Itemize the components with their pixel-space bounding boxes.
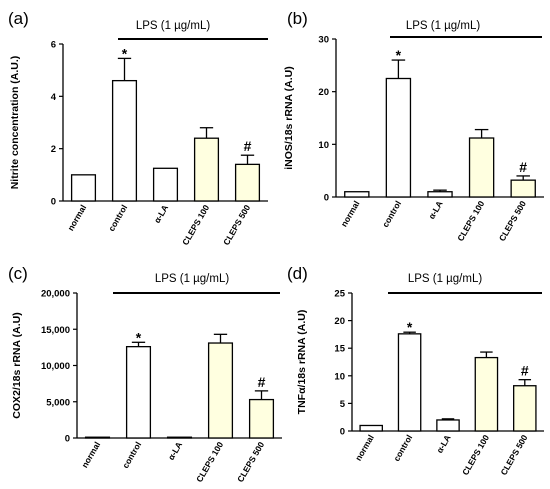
significance-marker: # [521,363,529,379]
panel-label: (a) [8,9,29,28]
x-tick-label: α-LA [426,199,444,221]
y-tick-label: 6 [51,40,56,51]
bar [474,356,499,432]
x-tick-label: normal [65,203,88,233]
panel-c: (c) LPS (1 µg/mL) COX2/18s rRNA (A.U) 0 5,00… [8,264,282,484]
y-tick-label: 10,000 [41,361,70,372]
bar [468,137,495,198]
bar [125,345,152,439]
y-tick-label: 15,000 [41,325,70,336]
bar [207,342,234,439]
y-axis-label: COX2/18s rRNA (A.U) [11,312,23,418]
y-tick-label: 20 [318,87,329,98]
significance-marker: * [407,319,413,335]
y-tick-label: 5 [340,399,346,410]
bar [111,79,138,202]
y-tick-label: 5,000 [46,397,70,408]
y-axis-label: Nitrite concentration (A.U.) [9,56,21,190]
x-tick-label: normal [353,433,376,463]
bar [436,419,460,432]
x-tick-label: control [106,203,129,233]
y-tick-label: 30 [318,35,329,46]
lps-annotation: LPS (1 µg/mL) [408,273,483,285]
x-tick-label: normal [79,440,102,470]
x-tick-label: CLEPS 100 [194,440,225,484]
bar [166,436,193,439]
y-axis-label: TNFα/18s rRNA (A.U) [296,310,308,415]
significance-marker: * [396,47,402,63]
y-tick-label: 15 [334,344,345,355]
y-tick-label: 10 [318,140,329,151]
panel-b: (b) LPS (1 µg/mL) iNOS/18s rRNA (A.U) 0 10 20… [283,9,544,243]
lps-annotation: LPS (1 µg/mL) [155,273,230,285]
bar [510,179,536,198]
panel-label: (b) [287,9,308,28]
y-tick-label: 4 [51,92,57,103]
significance-marker: * [122,45,128,61]
y-tick-label: 20 [334,316,345,327]
x-tick-label: α-LA [166,440,184,462]
bar [70,174,97,202]
y-tick-label: 10 [334,371,345,382]
bar [152,167,179,202]
x-tick-label: CLEPS 100 [180,203,211,247]
significance-marker: # [244,138,252,154]
y-tick-label: 0 [65,434,70,445]
lps-annotation: LPS (1 µg/mL) [406,20,481,32]
significance-marker: * [136,329,142,345]
x-tick-label: control [380,199,403,229]
bar [427,191,453,198]
x-tick-label: control [391,433,414,463]
y-tick-label: 0 [51,197,56,208]
y-tick-label: 25 [334,289,345,300]
x-tick-label: α-LA [434,433,452,455]
x-tick-label: CLEPS 500 [235,440,266,484]
y-axis-label: iNOS/18s rRNA (A.U) [283,66,295,169]
y-tick-label: 0 [324,193,329,204]
bar [84,436,111,439]
significance-marker: # [519,159,527,175]
panel-label: (d) [287,264,308,283]
bar [385,77,412,198]
x-tick-label: α-LA [152,203,170,225]
x-tick-label: CLEPS 100 [455,199,486,243]
y-tick-label: 2 [51,144,56,155]
bar [234,163,261,202]
x-tick-label: normal [339,199,362,229]
panel-a: (a) LPS (1 µg/mL) Nitrite concentration (A… [8,9,268,247]
significance-marker: # [258,374,266,390]
bar [248,398,275,439]
panel-d: (d) LPS (1 µg/mL) TNFα/18s rRNA (A.U) 0 5 10 1… [287,264,544,477]
x-tick-label: CLEPS 500 [498,433,529,477]
bar [193,137,220,202]
y-tick-label: 20,000 [41,289,70,300]
x-tick-label: CLEPS 500 [221,203,252,247]
lps-annotation: LPS (1 µg/mL) [136,20,211,32]
bar [513,385,537,432]
y-tick-label: 0 [340,427,345,438]
panel-label: (c) [8,264,28,283]
bar [397,333,422,432]
bar [359,424,383,432]
bar [344,191,370,198]
x-tick-label: control [120,440,143,470]
x-tick-label: CLEPS 100 [460,433,491,477]
x-tick-label: CLEPS 500 [497,199,528,243]
